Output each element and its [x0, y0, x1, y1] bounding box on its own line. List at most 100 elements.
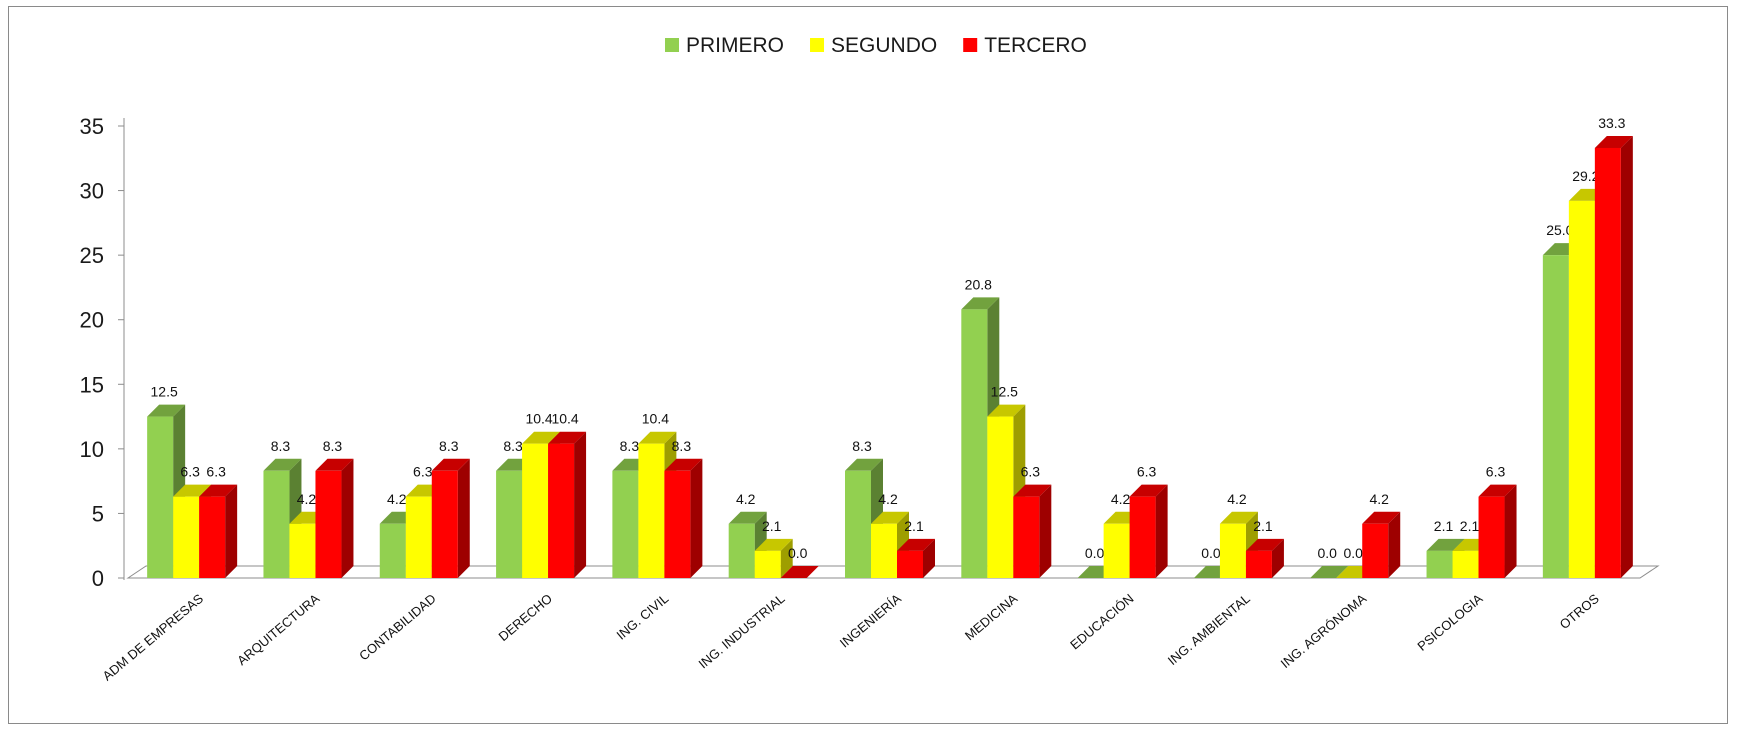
bar-top	[780, 566, 819, 578]
x-tick-label: ING. AGRÓNOMA	[1278, 591, 1370, 671]
data-label: 2.1	[762, 518, 782, 534]
bar	[845, 470, 871, 578]
y-tick-label: 25	[80, 243, 104, 268]
x-tick-label: ING. AMBIENTAL	[1165, 591, 1253, 668]
bar	[1013, 496, 1040, 578]
x-tick-label: PSICOLOGIA	[1414, 591, 1485, 654]
bar	[431, 470, 458, 578]
x-tick-label: ING. INDUSTRIAL	[696, 591, 788, 672]
data-label: 0.0	[1085, 545, 1105, 561]
y-tick-label: 30	[80, 179, 104, 204]
data-label: 4.2	[387, 491, 407, 507]
bar-top	[548, 431, 587, 444]
data-label: 2.1	[1460, 518, 1480, 534]
bar	[1542, 255, 1569, 578]
bar-side	[1039, 484, 1052, 578]
data-label: 10.4	[551, 411, 578, 427]
bar-top	[871, 511, 909, 524]
bar	[199, 496, 226, 578]
bar	[147, 416, 174, 578]
bar-top	[147, 404, 186, 417]
data-label: 6.3	[1137, 464, 1157, 480]
legend-label: PRIMERO	[686, 34, 784, 57]
x-tick-label: ADM DE EMPRESAS	[100, 591, 207, 684]
data-label: 2.1	[904, 518, 924, 534]
x-tick-label: MEDICINA	[962, 591, 1021, 644]
data-label: 6.3	[413, 464, 433, 480]
bar	[754, 550, 781, 578]
bar-top	[199, 484, 238, 497]
bar-top	[961, 297, 1000, 310]
x-tick-label: ING. CIVIL	[614, 591, 672, 643]
data-label: 20.8	[965, 276, 992, 292]
data-label: 8.3	[852, 438, 872, 454]
bar-top	[754, 538, 793, 551]
bar	[728, 523, 755, 578]
bar	[1452, 550, 1479, 578]
y-tick-label: 5	[92, 501, 104, 526]
bar-top	[1594, 135, 1633, 148]
bar	[897, 550, 923, 578]
bar-top	[173, 484, 212, 497]
bar	[263, 470, 290, 578]
bar-side	[341, 458, 354, 578]
data-label: 12.5	[151, 384, 178, 400]
y-tick-label: 35	[80, 114, 104, 139]
bar	[1103, 523, 1130, 578]
legend-label: SEGUNDO	[831, 34, 937, 57]
data-label: 8.3	[271, 438, 291, 454]
bar	[1478, 496, 1505, 578]
legend-label: TERCERO	[984, 34, 1087, 57]
data-label: 8.3	[672, 438, 692, 454]
bar-side	[690, 458, 703, 578]
data-label: 6.3	[180, 464, 200, 480]
bar-top	[315, 458, 354, 471]
bar-side	[225, 484, 238, 578]
data-label: 6.3	[1021, 464, 1041, 480]
bar	[522, 443, 549, 578]
x-tick-label: OTROS	[1557, 591, 1602, 632]
bar	[1245, 550, 1272, 578]
bar-top	[1129, 484, 1168, 497]
bar-top	[1426, 538, 1465, 551]
bar-top	[638, 431, 677, 444]
bar	[871, 523, 897, 578]
data-label: 4.2	[297, 491, 317, 507]
bar	[289, 523, 316, 578]
bar-top	[263, 458, 302, 471]
data-label: 10.4	[525, 411, 552, 427]
bar-side	[780, 538, 793, 578]
bar	[664, 470, 691, 578]
bar	[1362, 523, 1389, 578]
legend-swatch	[963, 38, 978, 52]
data-label: 0.0	[788, 545, 808, 561]
data-label: 0.0	[1317, 545, 1337, 561]
x-tick-label: INGENIERÍA	[837, 591, 904, 651]
data-label: 4.2	[878, 491, 898, 507]
bar-top	[522, 431, 561, 444]
data-label: 6.3	[206, 464, 226, 480]
data-label: 29.2	[1572, 168, 1599, 184]
bar-side	[1388, 511, 1401, 578]
bar	[961, 309, 988, 578]
data-label: 4.2	[1111, 491, 1131, 507]
data-label: 2.1	[1434, 518, 1454, 534]
bar	[496, 470, 523, 578]
data-label: 10.4	[642, 411, 669, 427]
bar	[612, 470, 639, 578]
data-label: 2.1	[1253, 518, 1273, 534]
bar-top	[1219, 511, 1258, 524]
bar-top	[728, 511, 767, 524]
bar-top	[664, 458, 703, 471]
data-label: 8.3	[503, 438, 523, 454]
data-label: 4.2	[1369, 491, 1389, 507]
bar	[173, 496, 200, 578]
bar-side	[1155, 484, 1168, 578]
y-tick-label: 10	[80, 437, 104, 462]
data-label: 8.3	[620, 438, 640, 454]
bar	[1568, 200, 1595, 578]
chart-frame	[8, 6, 1728, 724]
y-tick-label: 20	[80, 308, 104, 333]
data-label: 4.2	[1227, 491, 1247, 507]
